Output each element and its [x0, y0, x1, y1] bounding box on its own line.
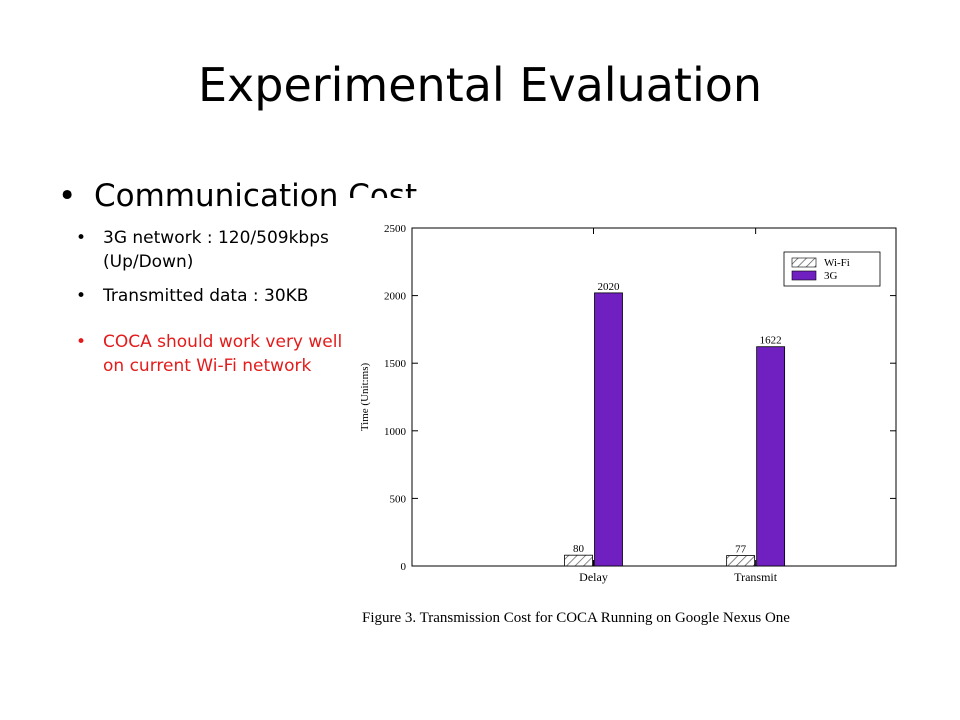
sub-bullet-text: Transmitted data : 30KB — [103, 286, 309, 306]
bullet-dot: • — [76, 332, 87, 352]
highlight-bullet-text: COCA should work very well on current Wi… — [103, 332, 343, 376]
bar-wi-fi — [564, 554, 593, 567]
data-label: 80 — [573, 543, 585, 555]
bar-chart: 0 500 1000 1500 2000 2500 Time (Unit:ms) Delay 8… — [340, 198, 920, 638]
highlight-bullet-item: • COCA should work very well on current W… — [76, 330, 366, 378]
slide-title: Experimental Evaluation — [197, 58, 763, 112]
bar-wi-fi — [726, 555, 756, 567]
bullet-dot: • — [76, 228, 87, 248]
legend-swatch — [791, 257, 817, 268]
legend-box — [783, 251, 881, 287]
y-tick-label: 1500 — [384, 358, 407, 370]
data-label: 1622 — [760, 335, 782, 347]
x-tick-label: Delay — [579, 570, 608, 584]
sub-bullet-text: 3G network : 120/509kbps (Up/Down) — [103, 228, 329, 272]
data-label: 2020 — [598, 281, 621, 293]
bar-3g — [756, 346, 786, 567]
data-label: 77 — [735, 544, 747, 556]
y-tick-label: 1000 — [384, 426, 407, 438]
legend-swatch — [791, 270, 817, 281]
y-tick-label: 0 — [401, 561, 407, 573]
chart-figure: 0 500 1000 1500 2000 2500 Time (Unit:ms) Delay 8… — [340, 198, 920, 638]
y-tick-label: 2000 — [384, 291, 407, 303]
y-tick-label: 500 — [390, 493, 407, 505]
x-tick-label: Transmit — [734, 570, 778, 584]
sub-bullet-item: • 3G network : 120/509kbps (Up/Down) — [76, 226, 366, 274]
plot-frame — [411, 227, 897, 567]
sub-bullet-item: • Transmitted data : 30KB — [76, 284, 366, 308]
bar-3g — [594, 292, 623, 567]
y-tick-label: 2500 — [384, 223, 407, 235]
legend-label: 3G — [824, 270, 838, 282]
y-axis-label: Time (Unit:ms) — [359, 362, 371, 431]
bullet-dot: • — [76, 286, 87, 306]
bullet-dot: • — [58, 178, 77, 214]
legend-label: Wi-Fi — [824, 257, 850, 269]
figure-caption: Figure 3. Transmission Cost for COCA Run… — [362, 610, 790, 626]
sub-bullet-list: • 3G network : 120/509kbps (Up/Down) • Tra… — [76, 226, 366, 388]
